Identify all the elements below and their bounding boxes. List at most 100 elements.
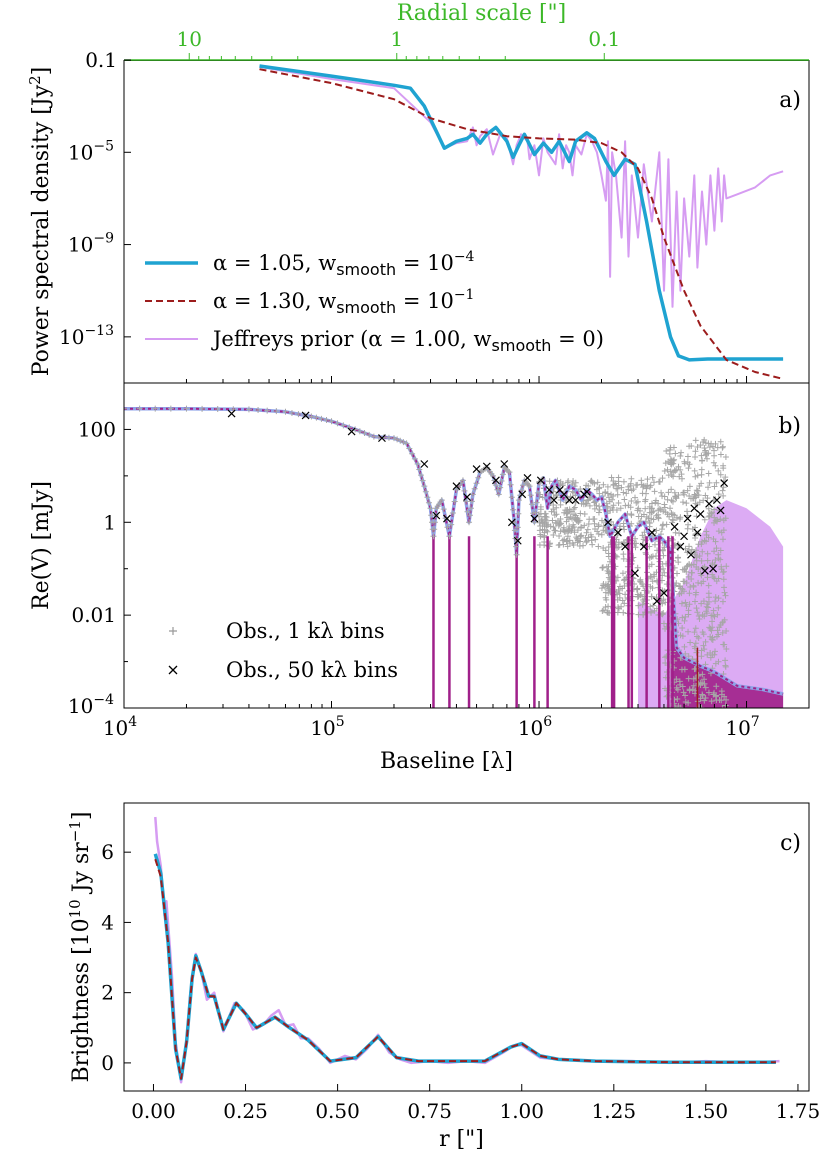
unbinned-obs-point	[599, 564, 606, 571]
binned-obs-point	[582, 488, 591, 496]
unbinned-obs-point	[650, 479, 657, 486]
unbinned-obs-point	[245, 406, 252, 413]
unbinned-obs-point	[621, 576, 628, 583]
binned-obs-point	[565, 496, 574, 505]
unbinned-obs-point	[596, 484, 603, 491]
y-axis-title-sup2: −1	[66, 820, 84, 842]
unbinned-obs-point	[621, 526, 628, 533]
unbinned-obs-point	[717, 438, 724, 445]
unbinned-obs-point	[498, 478, 505, 485]
unbinned-obs-point	[508, 494, 515, 501]
unbinned-obs-point	[693, 557, 700, 564]
psd-series-line	[259, 68, 784, 380]
unbinned-obs-point	[628, 512, 635, 519]
unbinned-obs-point	[431, 526, 438, 533]
binned-obs-point	[653, 597, 661, 606]
unbinned-obs-point	[684, 508, 691, 515]
brightness-series-line	[154, 858, 776, 1080]
unbinned-obs-point	[702, 452, 709, 459]
unbinned-obs-point	[676, 515, 683, 522]
unbinned-obs-point	[313, 414, 320, 421]
unbinned-obs-point	[587, 478, 594, 485]
unbinned-obs-point	[694, 609, 701, 616]
top-tick-label: 1	[390, 27, 403, 51]
unbinned-obs-point	[544, 528, 551, 535]
unbinned-obs-point	[639, 484, 646, 491]
unbinned-obs-point	[468, 498, 475, 505]
unbinned-obs-point	[639, 490, 646, 497]
unbinned-obs-point	[715, 604, 722, 611]
unbinned-obs-point	[703, 608, 710, 615]
unbinned-obs-point	[506, 469, 513, 476]
unbinned-obs-point	[703, 455, 710, 462]
legend-entry: α = 1.30, wsmooth = 10−1	[213, 287, 474, 317]
binned-obs-point	[347, 427, 356, 436]
unbinned-obs-point	[662, 509, 669, 516]
unbinned-obs-point	[717, 451, 724, 458]
unbinned-obs-point	[602, 604, 609, 611]
unbinned-obs-point	[613, 507, 620, 514]
binned-obs-point	[420, 460, 429, 468]
y-tick-label: 10−5	[68, 138, 114, 164]
unbinned-obs-point	[618, 484, 625, 491]
unbinned-obs-point	[499, 471, 506, 478]
unbinned-obs-point	[700, 578, 707, 585]
binned-obs-point	[463, 493, 471, 501]
unbinned-obs-point	[722, 662, 729, 669]
unbinned-obs-point	[505, 468, 512, 475]
unbinned-obs-point	[691, 467, 698, 474]
unbinned-obs-point	[591, 505, 598, 512]
unbinned-obs-point	[711, 483, 718, 490]
unbinned-obs-point	[647, 583, 654, 590]
unbinned-obs-point	[323, 417, 330, 424]
unbinned-obs-point	[672, 450, 679, 457]
unbinned-obs-point	[704, 574, 711, 581]
unbinned-obs-point	[152, 405, 159, 412]
unbinned-obs-point	[684, 487, 691, 494]
unbinned-obs-point	[571, 524, 578, 531]
unbinned-obs-point	[710, 459, 717, 466]
unbinned-obs-point	[603, 563, 610, 570]
unbinned-obs-point	[686, 687, 693, 694]
unbinned-obs-point	[642, 483, 649, 490]
unbinned-obs-point	[688, 546, 695, 553]
unbinned-obs-point	[536, 542, 543, 549]
unbinned-obs-point	[648, 574, 655, 581]
unbinned-obs-point	[605, 581, 612, 588]
unbinned-obs-point	[556, 533, 563, 540]
unbinned-obs-point	[716, 697, 723, 704]
unbinned-obs-point	[685, 547, 692, 554]
unbinned-obs-point	[264, 407, 271, 414]
unbinned-obs-point	[614, 491, 621, 498]
binned-obs-point	[550, 496, 558, 505]
unbinned-obs-point	[662, 625, 669, 632]
unbinned-obs-point	[680, 489, 687, 496]
unbinned-obs-point	[526, 483, 533, 490]
x-tick-label: 106	[518, 714, 552, 740]
unbinned-obs-point	[682, 692, 689, 699]
unbinned-obs-point	[541, 510, 548, 517]
unbinned-obs-point	[696, 499, 703, 506]
unbinned-obs-point	[698, 480, 705, 487]
binned-obs-point	[687, 550, 695, 559]
unbinned-obs-point	[661, 468, 668, 475]
unbinned-obs-point	[714, 444, 721, 451]
unbinned-obs-point	[700, 642, 707, 649]
unbinned-obs-point	[659, 522, 666, 529]
unbinned-obs-point	[656, 505, 663, 512]
binned-obs-point	[693, 528, 702, 537]
unbinned-obs-point	[699, 692, 706, 699]
y-tick-label-base: 10	[59, 325, 84, 349]
unbinned-obs-point	[674, 686, 681, 693]
x-tick-label: 0.25	[223, 1099, 268, 1123]
y-tick-label-base: 10	[68, 233, 93, 257]
unbinned-obs-point	[414, 461, 421, 468]
unbinned-obs-point	[692, 448, 699, 455]
unbinned-obs-point	[637, 578, 644, 585]
unbinned-obs-point	[690, 682, 697, 689]
unbinned-obs-point	[467, 505, 474, 512]
y-tick-label: 4	[101, 910, 114, 934]
unbinned-obs-point	[356, 428, 363, 435]
panel-label: b)	[778, 414, 801, 439]
